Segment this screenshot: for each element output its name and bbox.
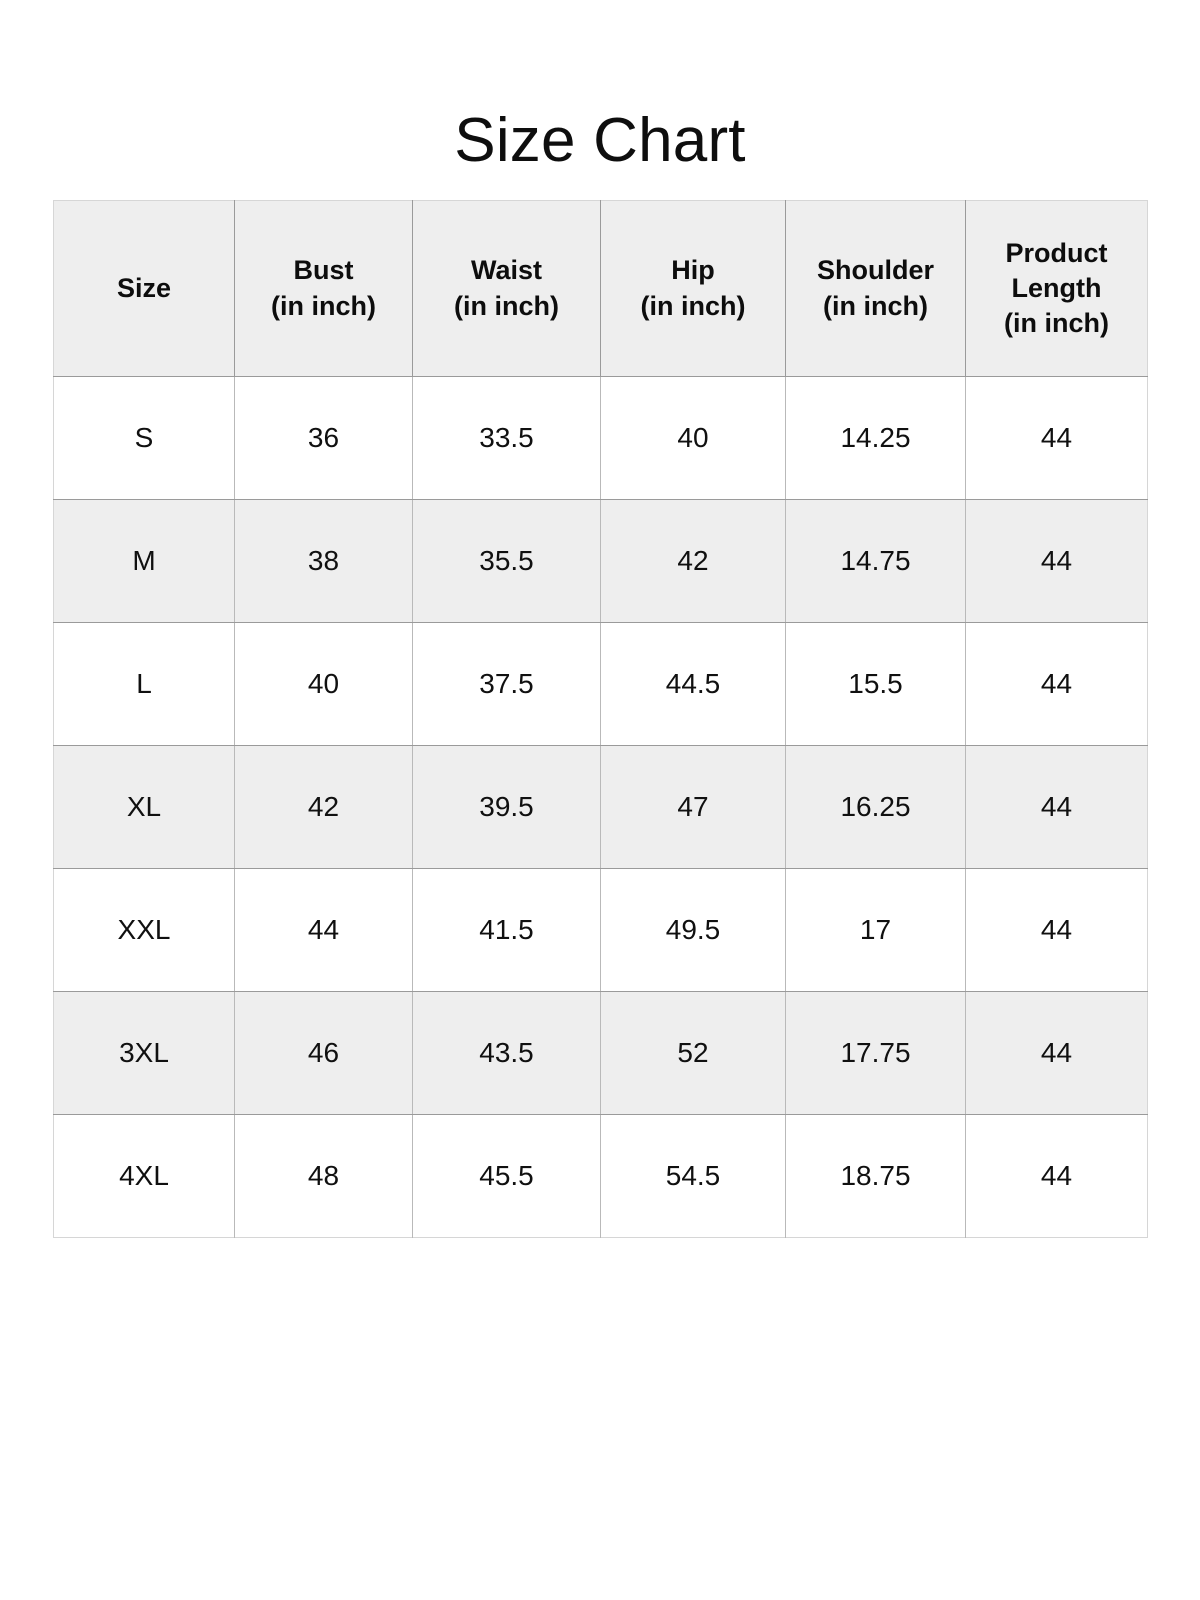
column-header-hip: Hip (in inch) [600, 200, 786, 377]
table-row: M 38 35.5 42 14.75 44 [53, 499, 1148, 623]
table-row: 3XL 46 43.5 52 17.75 44 [53, 991, 1148, 1115]
column-header-shoulder: Shoulder (in inch) [785, 200, 966, 377]
column-header-bust-line1: Bust [293, 255, 354, 286]
cell-length: 44 [1040, 1160, 1073, 1191]
column-header-waist-line2: (in inch) [454, 290, 559, 321]
table-header-row: Size Bust (in inch) Waist (in inch) Hip … [53, 200, 1148, 377]
column-header-product-length-line1: Product [1005, 237, 1108, 268]
cell-length: 44 [965, 499, 1148, 623]
column-header-product-length-line2: Length [1011, 272, 1102, 303]
cell-length: 44 [965, 376, 1148, 500]
column-header-product-length: Product Length (in inch) [965, 200, 1148, 377]
cell-waist: 43.5 [412, 991, 601, 1115]
cell-shoulder: 14.75 [785, 499, 966, 623]
column-header-shoulder-line2: (in inch) [823, 290, 928, 321]
table-body: S 36 33.5 40 14.25 44 M 38 35.5 42 14.75… [53, 376, 1148, 1238]
table-row: 4XL 48 45.5 54.5 18.75 44 [53, 1114, 1148, 1238]
cell-shoulder: 16.25 [785, 745, 966, 869]
table-row: XL 42 39.5 47 16.25 44 [53, 745, 1148, 869]
table-row: XXL 44 41.5 49.5 17 44 [53, 868, 1148, 992]
cell-size: L [53, 622, 235, 746]
cell-length: 44 [965, 745, 1148, 869]
cell-bust: 42 [234, 745, 413, 869]
page-title: Size Chart [454, 105, 746, 175]
column-header-product-length-line3: (in inch) [1004, 308, 1109, 339]
cell-size: XXL [53, 868, 235, 992]
cell-length: 44 [965, 622, 1148, 746]
cell-shoulder: 14.25 [785, 376, 966, 500]
cell-bust: 44 [234, 868, 413, 992]
cell-hip: 42 [600, 499, 786, 623]
table-header: Size Bust (in inch) Waist (in inch) Hip … [53, 200, 1148, 377]
column-header-shoulder-line1: Shoulder [816, 255, 934, 286]
cell-hip: 44.5 [600, 622, 786, 746]
cell-hip: 54.5 [600, 1114, 786, 1238]
cell-size: 3XL [53, 991, 235, 1115]
cell-shoulder: 15.5 [785, 622, 966, 746]
size-chart-table: Size Bust (in inch) Waist (in inch) Hip … [53, 200, 1148, 1238]
column-header-bust: Bust (in inch) [234, 200, 413, 377]
cell-length: 44 [965, 868, 1148, 992]
table-row: L 40 37.5 44.5 15.5 44 [53, 622, 1148, 746]
cell-waist: 33.5 [412, 376, 601, 500]
cell-hip: 49.5 [600, 868, 786, 992]
cell-waist: 39.5 [412, 745, 601, 869]
cell-size: XL [53, 745, 235, 869]
cell-shoulder: 17 [785, 868, 966, 992]
cell-bust: 46 [234, 991, 413, 1115]
column-header-waist-line1: Waist [470, 255, 542, 286]
column-header-size: Size [53, 200, 235, 377]
column-header-hip-line2: (in inch) [640, 290, 746, 321]
cell-length: 44 [965, 991, 1148, 1115]
column-header-size-line1: Size [116, 272, 172, 303]
cell-shoulder: 18.75 [785, 1114, 966, 1238]
cell-bust: 40 [234, 622, 413, 746]
cell-waist: 35.5 [412, 499, 601, 623]
cell-hip: 47 [600, 745, 786, 869]
cell-waist: 41.5 [412, 868, 601, 992]
cell-waist: 45.5 [412, 1114, 601, 1238]
cell-size: 4XL [53, 1114, 235, 1238]
column-header-waist: Waist (in inch) [412, 200, 601, 377]
column-header-hip-line1: Hip [671, 255, 715, 286]
cell-shoulder: 17.75 [785, 991, 966, 1115]
cell-size: S [53, 376, 235, 500]
cell-size: M [53, 499, 235, 623]
size-chart-table-container: Size Bust (in inch) Waist (in inch) Hip … [53, 200, 1148, 1238]
cell-bust: 36 [234, 376, 413, 500]
table-row: S 36 33.5 40 14.25 44 [53, 376, 1148, 500]
cell-bust: 38 [234, 499, 413, 623]
cell-hip: 40 [600, 376, 786, 500]
cell-hip: 52 [600, 991, 786, 1115]
cell-waist: 37.5 [412, 622, 601, 746]
cell-bust: 48 [234, 1114, 413, 1238]
column-header-bust-line2: (in inch) [271, 290, 376, 321]
